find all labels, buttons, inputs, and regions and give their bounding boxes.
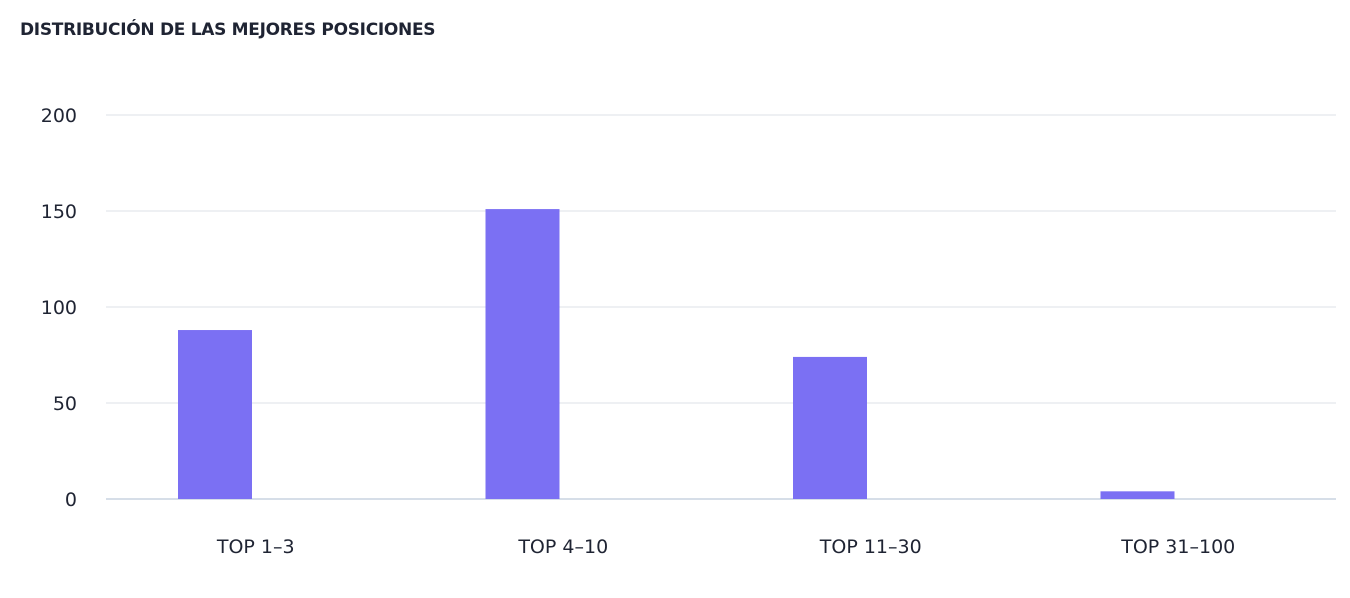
y-tick-label: 50 [53, 393, 77, 415]
y-tick-label: 0 [65, 489, 77, 511]
chart-title: DISTRIBUCIÓN DE LAS MEJORES POSICIONES [20, 20, 436, 40]
y-tick-label: 150 [41, 201, 77, 223]
x-tick-label: TOP 4–10 [517, 536, 608, 558]
y-tick-label: 100 [41, 297, 77, 319]
y-axis-ticks: 0 50 100 150 200 [41, 105, 77, 511]
bar[interactable] [793, 356, 867, 499]
x-axis-labels: TOP 1–3 TOP 4–10 TOP 11–30 TOP 31–100 [216, 536, 1235, 558]
bar[interactable] [178, 330, 252, 499]
gridlines [106, 114, 1336, 500]
x-tick-label: TOP 11–30 [819, 536, 922, 558]
y-tick-label: 200 [41, 105, 77, 127]
x-tick-label: TOP 31–100 [1120, 536, 1235, 558]
bar[interactable] [485, 209, 560, 499]
bar[interactable] [1100, 491, 1175, 499]
bars [178, 209, 1175, 499]
x-tick-label: TOP 1–3 [216, 536, 295, 558]
